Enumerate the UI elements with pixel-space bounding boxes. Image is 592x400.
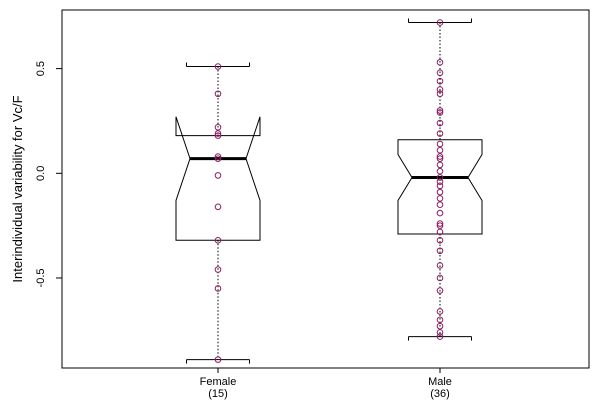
data-point xyxy=(436,262,444,269)
data-point xyxy=(436,188,444,196)
data-point xyxy=(436,109,444,116)
box-group-male: Male(36) xyxy=(397,18,483,400)
data-point xyxy=(436,220,444,227)
data-point xyxy=(436,174,444,181)
data-point xyxy=(436,167,444,175)
x-category-count: (36) xyxy=(430,388,450,400)
notched-box xyxy=(397,139,483,235)
data-point xyxy=(436,322,444,330)
data-point xyxy=(436,146,444,154)
data-point xyxy=(214,203,222,211)
data-point xyxy=(436,236,444,244)
data-point xyxy=(436,77,444,85)
data-point xyxy=(214,236,222,244)
data-point xyxy=(436,19,444,26)
data-point xyxy=(436,59,444,66)
y-axis-title: Interindividual variability for Vc/F xyxy=(10,95,25,282)
data-point xyxy=(436,153,444,160)
data-point xyxy=(436,247,444,255)
data-point xyxy=(214,132,222,139)
data-point xyxy=(436,86,444,93)
data-point xyxy=(436,316,444,324)
data-point xyxy=(214,130,222,137)
data-point xyxy=(436,308,444,315)
x-category-count: (15) xyxy=(208,388,228,400)
data-point xyxy=(436,287,444,294)
data-point xyxy=(214,123,222,131)
data-point xyxy=(436,333,444,340)
data-point xyxy=(436,119,444,127)
notched-box xyxy=(175,116,261,241)
x-category-label: Male xyxy=(428,376,452,388)
y-tick-label: -0.5 xyxy=(35,268,47,287)
data-point xyxy=(436,201,444,209)
data-point xyxy=(214,172,222,179)
y-tick-label: 0.0 xyxy=(35,166,47,181)
data-point xyxy=(436,329,444,336)
data-point xyxy=(214,266,222,273)
data-point xyxy=(214,153,222,160)
data-point xyxy=(214,90,222,98)
data-point xyxy=(436,209,444,217)
data-point xyxy=(214,356,222,363)
data-point xyxy=(436,107,444,114)
data-point xyxy=(214,285,222,292)
plot-frame xyxy=(61,9,590,369)
data-point xyxy=(436,274,444,282)
y-axis: 0.5 0.0 -0.5 xyxy=(35,61,63,287)
y-tick-label: 0.5 xyxy=(35,61,47,76)
data-point xyxy=(436,182,444,190)
data-point xyxy=(436,161,444,169)
box-groups: Female(15) Male(36) xyxy=(175,18,483,400)
data-point xyxy=(436,140,444,148)
x-category-label: Female xyxy=(200,376,237,388)
data-point xyxy=(436,178,444,185)
data-point xyxy=(436,228,444,236)
data-point xyxy=(436,69,444,77)
data-point xyxy=(436,222,444,229)
data-point xyxy=(436,130,444,137)
data-point xyxy=(436,195,444,202)
data-point xyxy=(436,90,444,98)
data-point xyxy=(214,155,222,162)
data-point xyxy=(214,63,222,70)
box-group-female: Female(15) xyxy=(175,62,261,400)
data-point xyxy=(436,155,444,162)
